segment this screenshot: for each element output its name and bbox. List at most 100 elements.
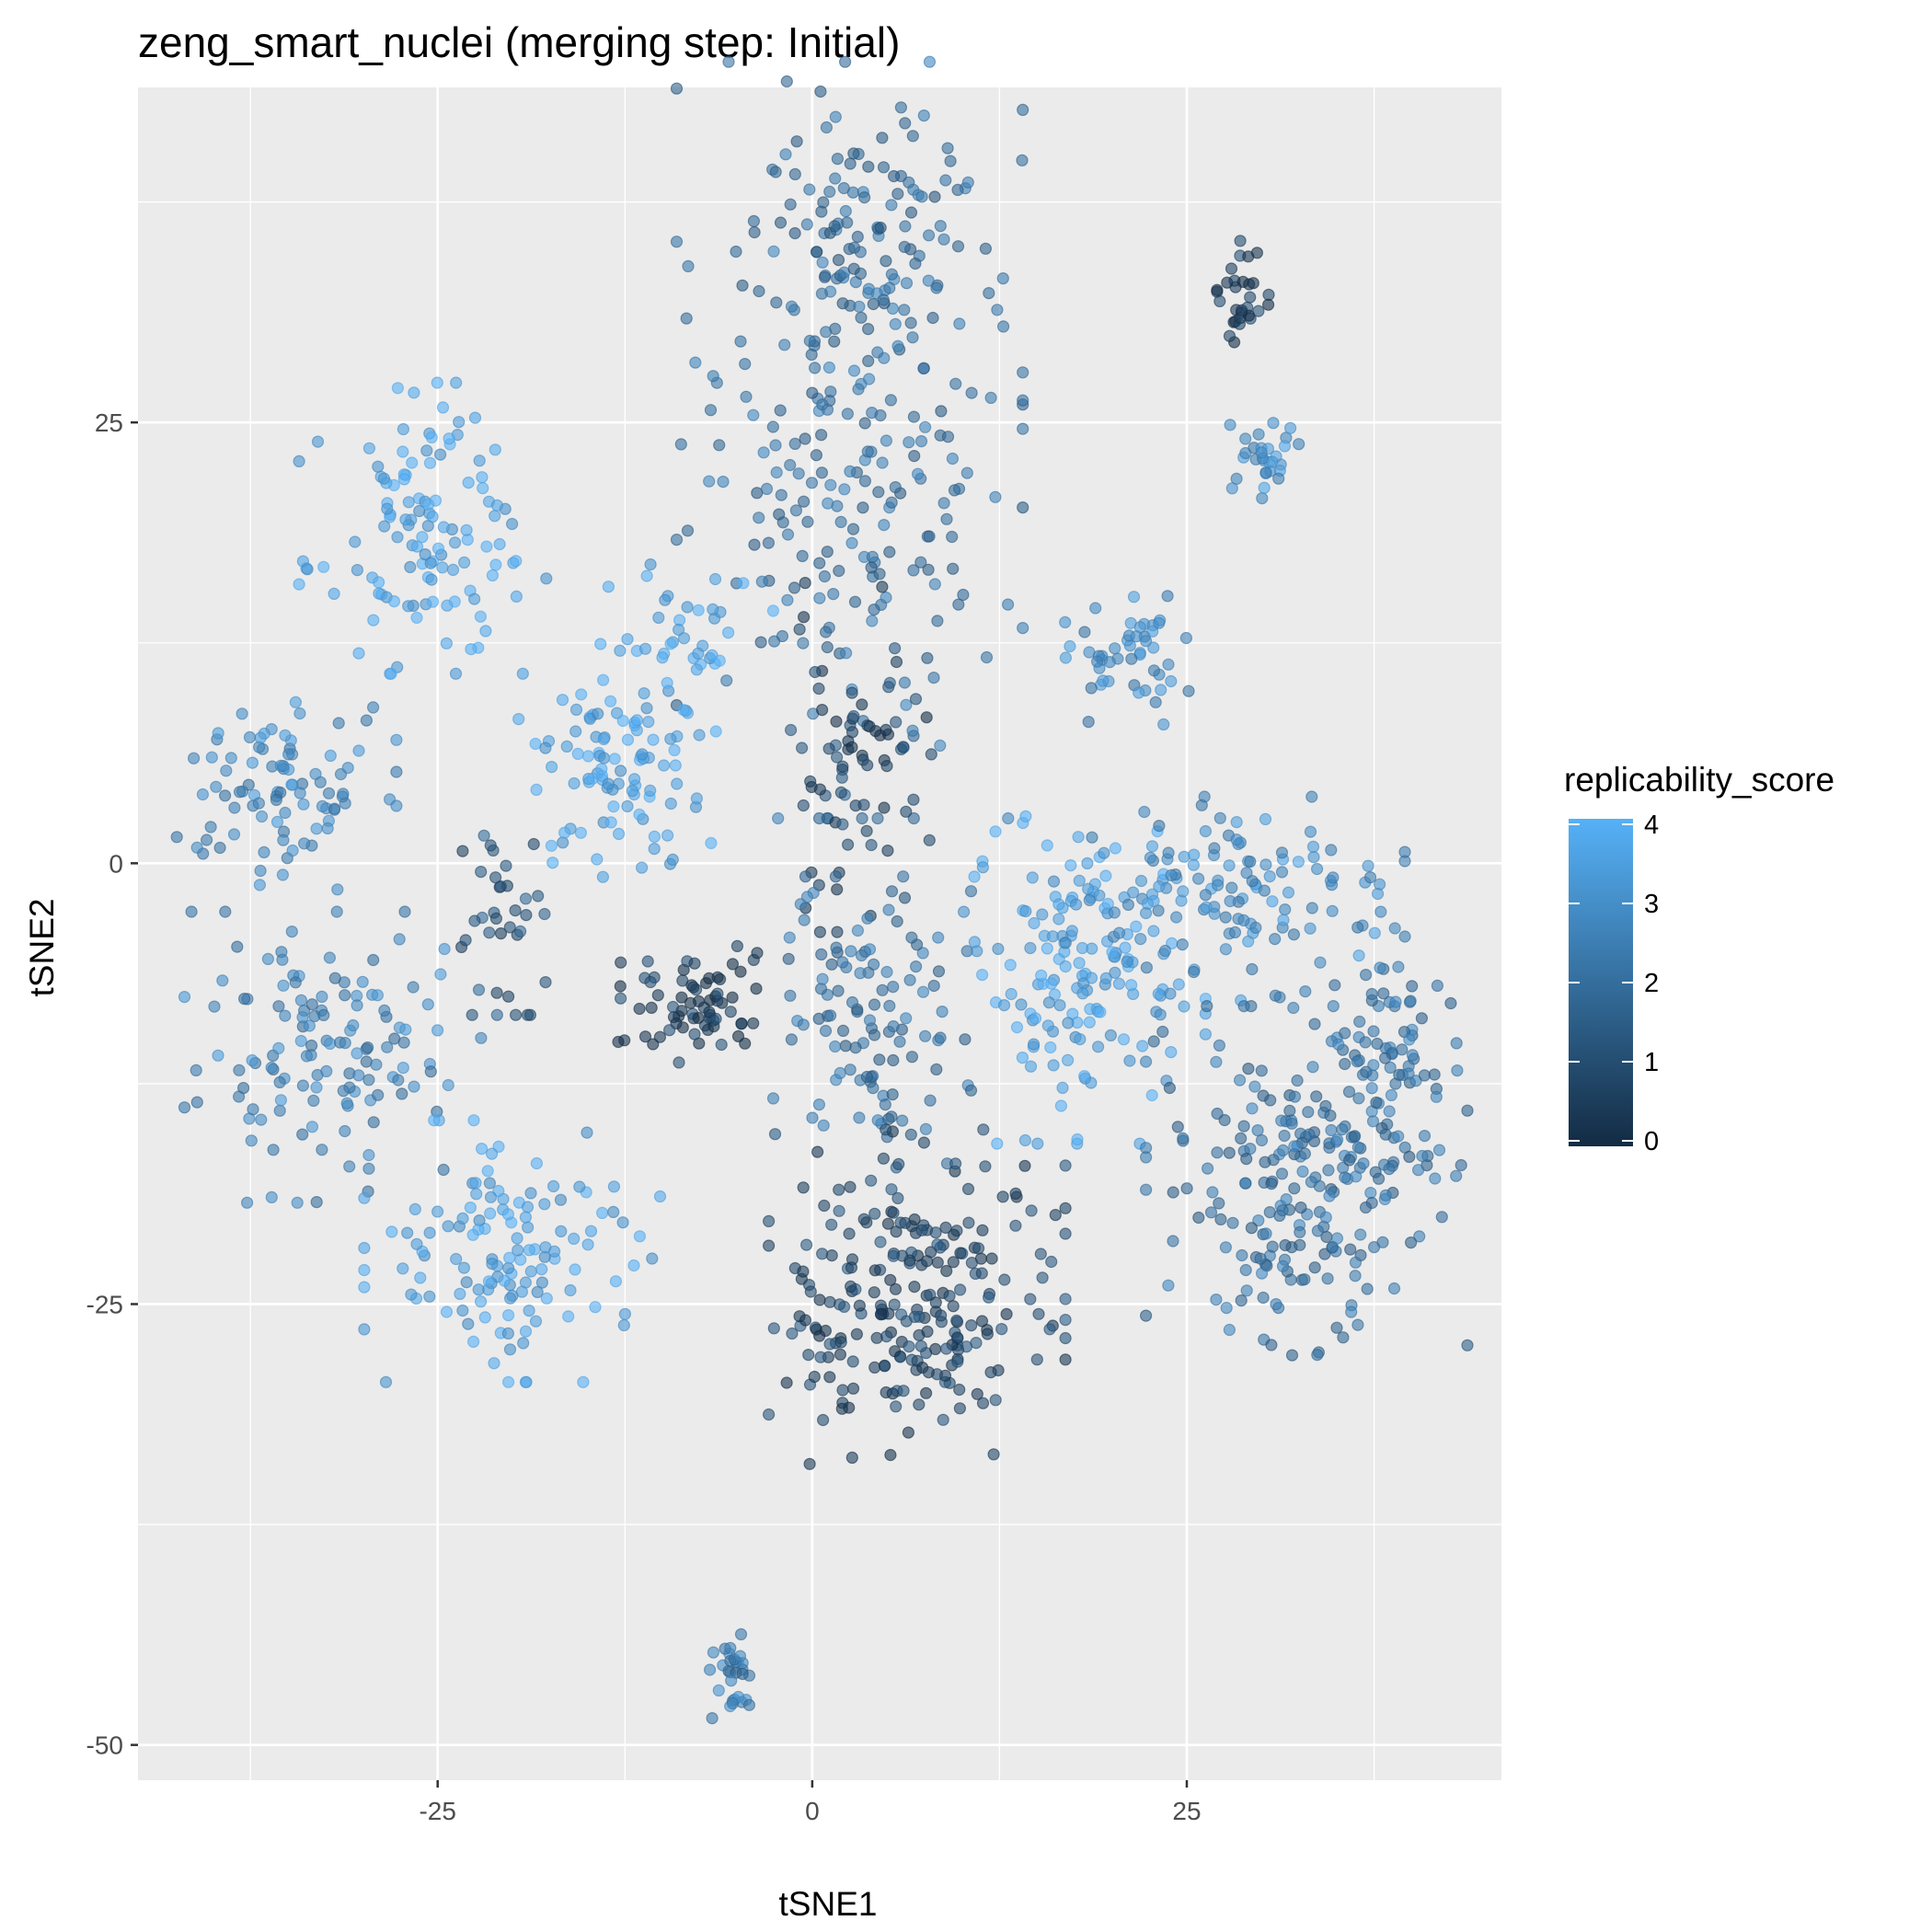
data-point — [458, 556, 471, 569]
data-point — [503, 921, 516, 934]
data-point — [742, 1698, 756, 1711]
data-point — [762, 1408, 776, 1421]
data-point — [282, 748, 295, 761]
data-point — [855, 949, 868, 962]
data-point — [1287, 1001, 1300, 1015]
data-point — [358, 1241, 371, 1255]
data-point — [1349, 1270, 1362, 1282]
data-point — [882, 681, 895, 694]
data-point — [1234, 235, 1247, 247]
data-point — [1288, 1090, 1302, 1103]
data-point — [1103, 655, 1116, 669]
data-point — [1106, 946, 1119, 959]
data-point — [535, 1262, 548, 1276]
data-point — [289, 696, 302, 708]
data-point — [472, 1283, 485, 1296]
data-point — [265, 1190, 278, 1204]
data-point — [1179, 631, 1193, 645]
data-point — [951, 240, 965, 253]
points-layer — [170, 55, 1474, 1725]
data-point — [532, 890, 545, 903]
data-point — [659, 593, 672, 606]
data-point — [760, 482, 774, 496]
data-point — [401, 1226, 414, 1239]
data-point — [822, 742, 835, 755]
data-point — [337, 1085, 350, 1098]
data-point — [799, 870, 812, 883]
data-point — [937, 1413, 949, 1426]
data-point — [847, 241, 861, 254]
data-point — [904, 206, 918, 219]
data-point — [816, 1413, 830, 1427]
data-point — [1211, 1146, 1224, 1159]
data-point — [1240, 867, 1253, 880]
data-point — [951, 183, 964, 196]
data-point — [1370, 1096, 1383, 1110]
data-point — [1112, 977, 1126, 990]
data-point — [797, 799, 810, 812]
data-point — [669, 759, 682, 772]
data-point — [923, 530, 936, 543]
data-point — [317, 1008, 330, 1022]
data-point — [899, 1216, 912, 1229]
data-point — [390, 733, 403, 746]
data-point — [1117, 1033, 1131, 1046]
data-point — [949, 377, 962, 390]
data-point — [642, 715, 655, 729]
data-point — [595, 763, 608, 776]
data-point — [426, 595, 440, 608]
data-point — [812, 1012, 825, 1026]
data-point — [812, 682, 825, 696]
data-point — [818, 1199, 831, 1213]
data-point — [1344, 1243, 1357, 1256]
data-point — [876, 132, 889, 144]
data-point — [907, 564, 920, 577]
data-point — [1162, 846, 1175, 859]
data-point — [277, 834, 290, 846]
data-point — [898, 676, 912, 689]
data-point — [836, 1384, 849, 1397]
data-point — [1345, 1305, 1358, 1318]
data-point — [436, 401, 450, 414]
data-point — [674, 438, 687, 451]
data-point — [927, 979, 940, 993]
data-point — [843, 1227, 856, 1240]
data-point — [1147, 664, 1161, 677]
data-point — [677, 703, 690, 717]
data-point — [841, 838, 855, 851]
data-point — [1044, 1041, 1057, 1054]
data-point — [648, 842, 661, 856]
data-point — [1165, 674, 1178, 688]
data-point — [581, 1238, 594, 1251]
data-point — [1072, 831, 1085, 844]
data-point — [324, 1037, 337, 1051]
data-point — [188, 752, 201, 765]
data-point — [267, 1144, 280, 1156]
data-point — [426, 510, 439, 523]
data-point — [997, 998, 1011, 1012]
data-point — [1200, 901, 1213, 914]
data-point — [720, 674, 733, 687]
data-point — [880, 759, 893, 773]
data-point — [845, 1261, 858, 1274]
data-point — [1367, 1059, 1380, 1072]
data-point — [774, 404, 787, 417]
data-point — [857, 191, 871, 204]
data-point — [747, 214, 761, 227]
data-point — [1327, 999, 1340, 1013]
data-point — [398, 905, 411, 918]
data-point — [1353, 1015, 1366, 1029]
data-point — [1069, 898, 1083, 911]
data-point — [633, 808, 646, 822]
data-point — [799, 432, 811, 445]
data-point — [486, 569, 500, 582]
data-point — [870, 1331, 883, 1344]
data-point — [1321, 1272, 1334, 1285]
data-point — [802, 1348, 815, 1362]
data-point — [614, 992, 627, 1005]
data-point — [899, 117, 912, 130]
data-point — [509, 903, 522, 917]
data-point — [876, 983, 889, 996]
data-point — [1244, 291, 1257, 304]
data-point — [946, 530, 959, 544]
